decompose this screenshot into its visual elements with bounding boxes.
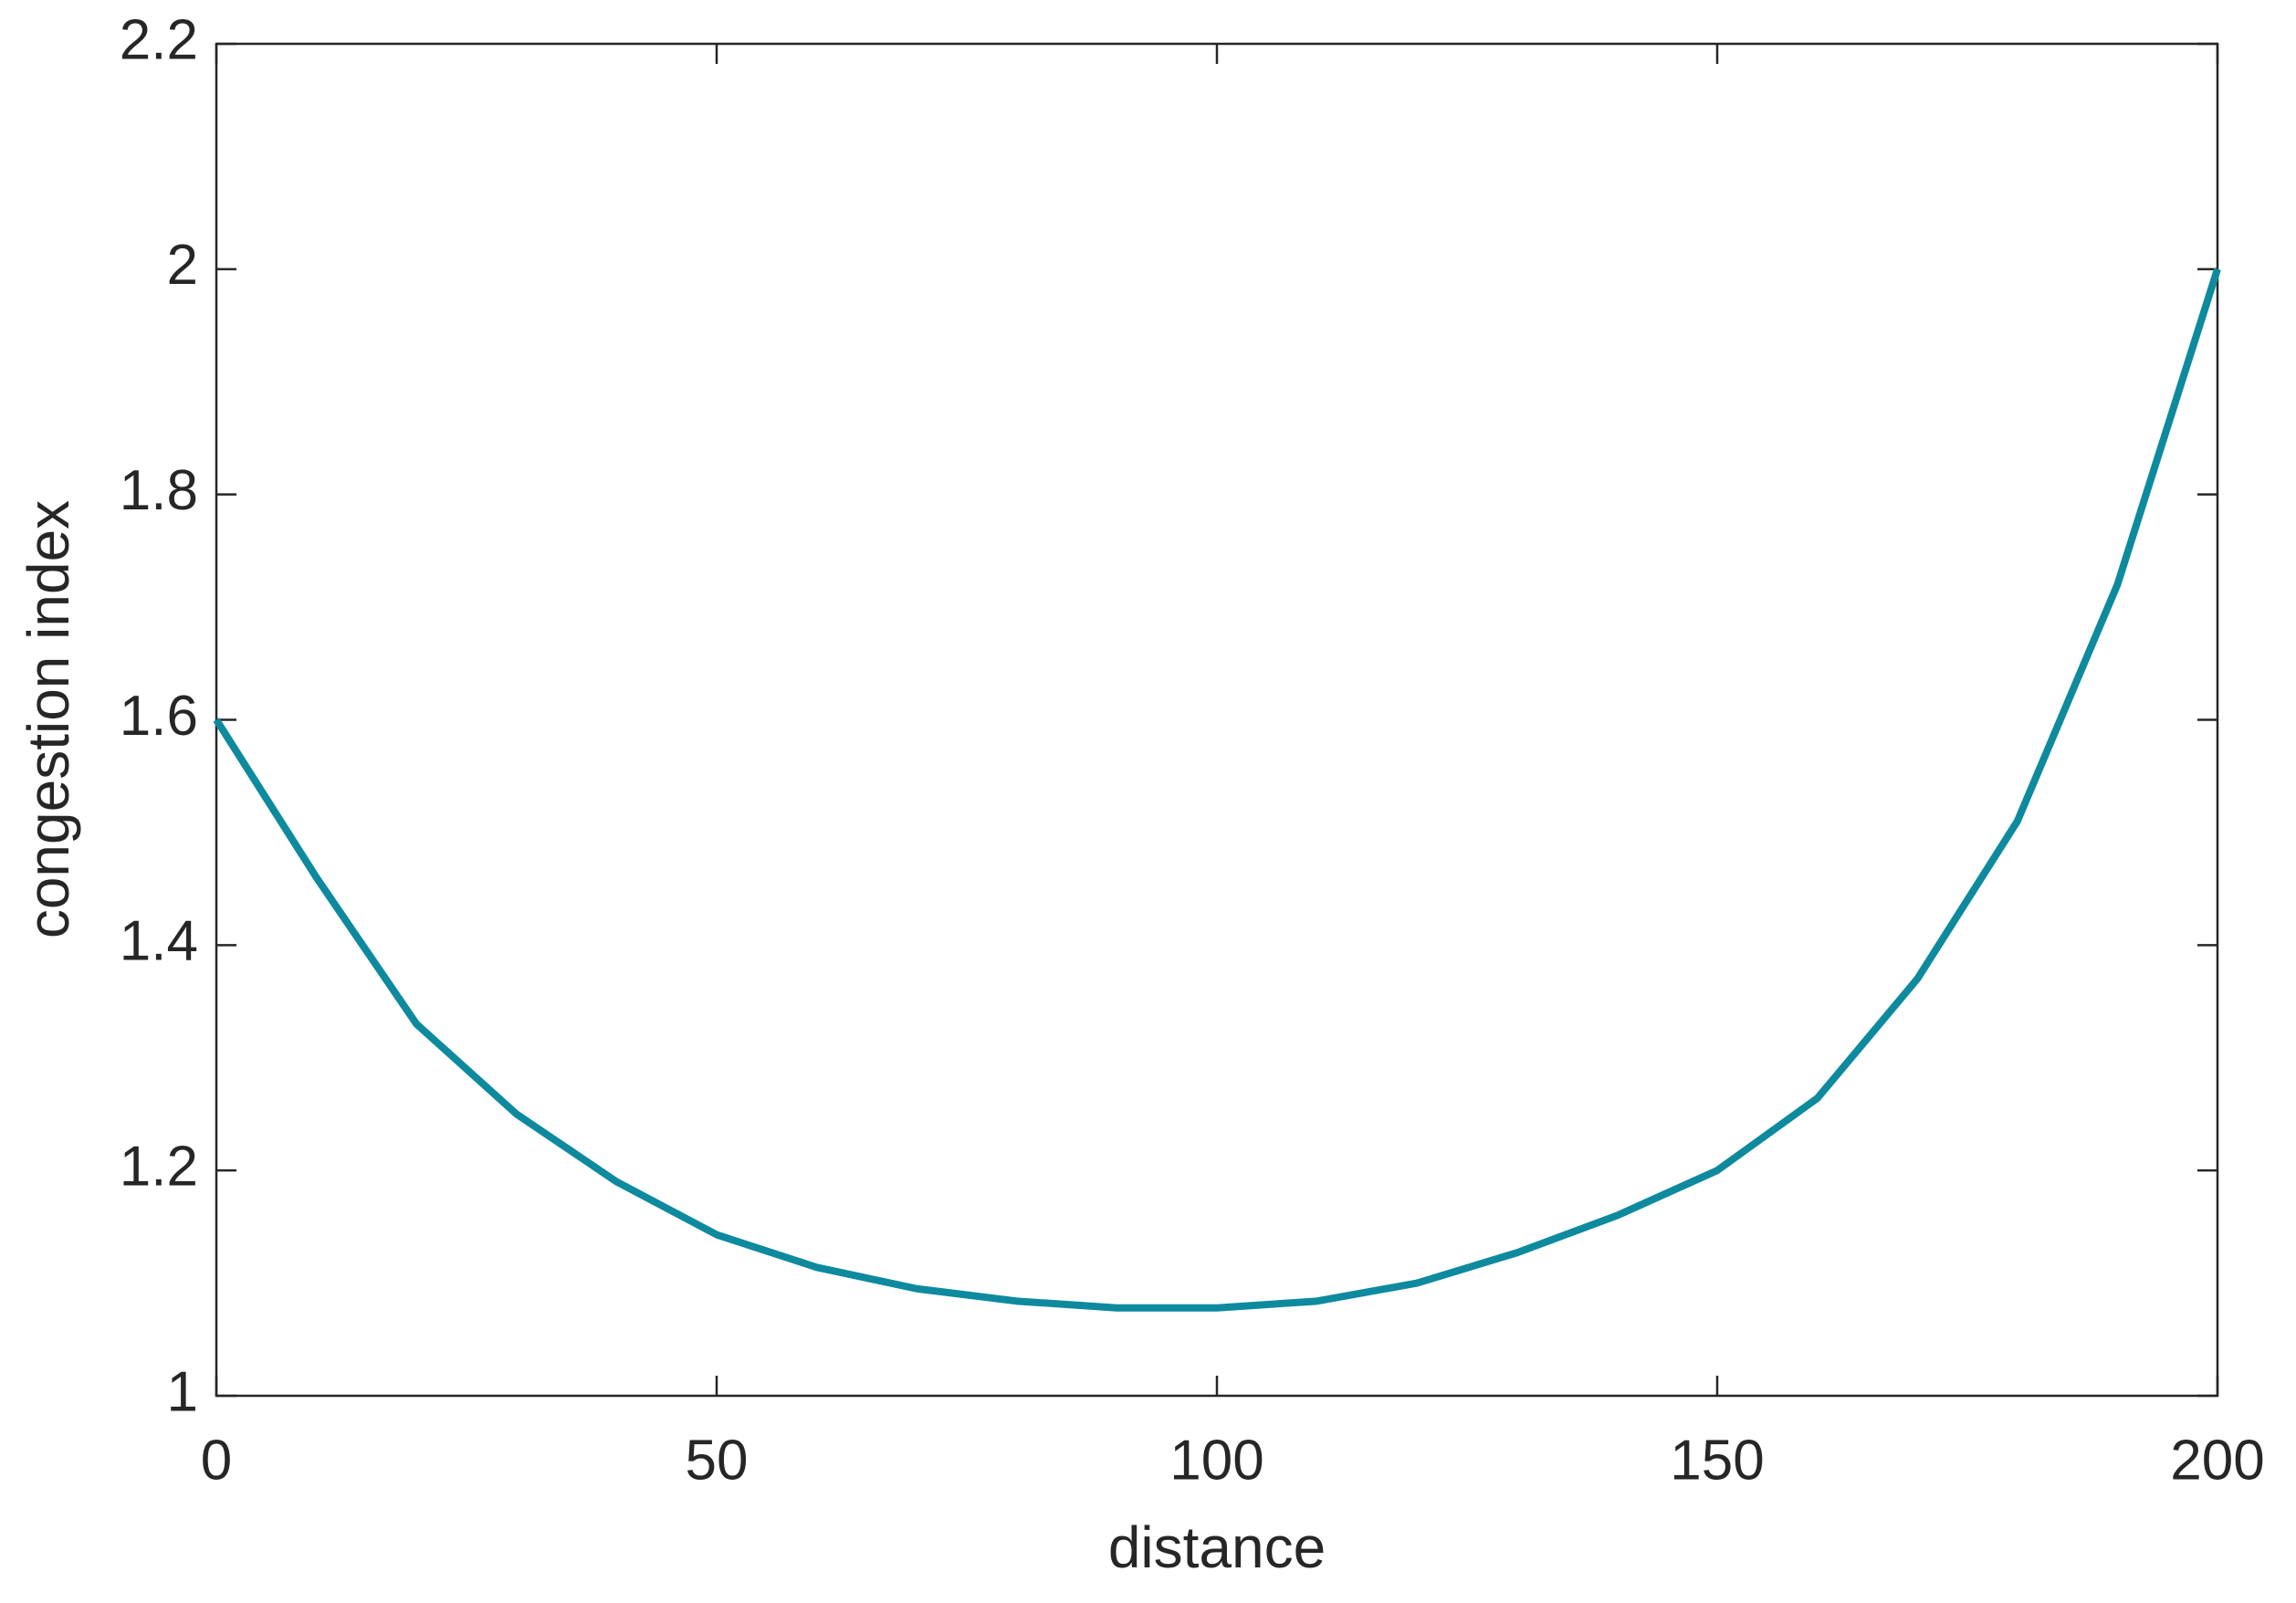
x-tick-label: 100 bbox=[1169, 1429, 1263, 1492]
y-tick-label: 2 bbox=[167, 234, 198, 297]
y-tick-label: 1.2 bbox=[120, 1136, 198, 1199]
x-tick-label: 50 bbox=[686, 1429, 749, 1492]
y-tick-label: 1.4 bbox=[120, 910, 198, 973]
plot-frame bbox=[215, 42, 2219, 1398]
y-tick-label: 1.6 bbox=[120, 685, 198, 748]
x-tick-label: 0 bbox=[201, 1429, 232, 1492]
x-tick-label: 150 bbox=[1670, 1429, 1764, 1492]
line-series bbox=[213, 267, 2221, 1312]
y-tick-label: 1 bbox=[167, 1360, 198, 1423]
x-axis-label: distance bbox=[1108, 1514, 1326, 1580]
y-tick-label: 2.2 bbox=[120, 8, 198, 71]
y-axis-label: congestion index bbox=[16, 500, 81, 938]
y-tick-label: 1.8 bbox=[120, 459, 198, 522]
x-tick-label: 200 bbox=[2170, 1429, 2264, 1492]
